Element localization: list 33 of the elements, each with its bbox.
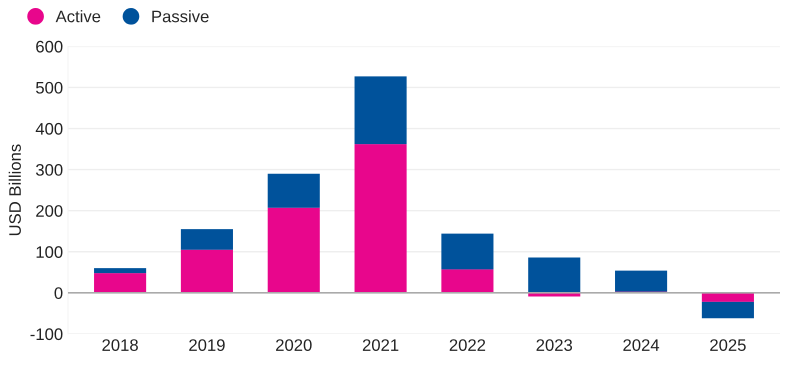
y-tick-label: 0: [54, 287, 62, 300]
bar: [268, 208, 320, 293]
y-tick-label: 500: [36, 82, 62, 94]
x-tick-label: 2025: [710, 339, 746, 352]
y-axis-title: USD Billions: [8, 144, 21, 236]
bar: [528, 258, 580, 293]
legend-label: Active: [56, 10, 100, 22]
bar: [180, 229, 233, 250]
bar: [268, 174, 320, 208]
bar: [702, 292, 754, 302]
y-tick-label: 300: [36, 164, 62, 176]
x-tick-label: 2020: [276, 339, 312, 352]
bar: [615, 270, 668, 292]
y-tick-label: 400: [36, 122, 62, 135]
x-tick-label: 2024: [623, 339, 660, 352]
y-tick-label: 600: [36, 40, 62, 53]
legend-label: Passive: [152, 10, 209, 22]
bar: [94, 268, 146, 274]
y-tick-label: -100: [30, 328, 62, 340]
bar: [354, 76, 407, 144]
x-tick-label: 2021: [362, 339, 398, 352]
bar: [702, 302, 754, 318]
y-tick-label: 200: [36, 205, 62, 217]
x-tick-label: 2018: [102, 339, 138, 352]
bar: [94, 273, 146, 293]
y-tick-label: 100: [36, 246, 62, 258]
bar: [441, 234, 494, 270]
bar: [354, 144, 407, 293]
x-tick-label: 2022: [450, 339, 486, 352]
bar: [180, 250, 233, 293]
x-tick-label: 2023: [536, 339, 572, 352]
bar: [441, 269, 494, 293]
x-tick-label: 2019: [189, 339, 225, 352]
